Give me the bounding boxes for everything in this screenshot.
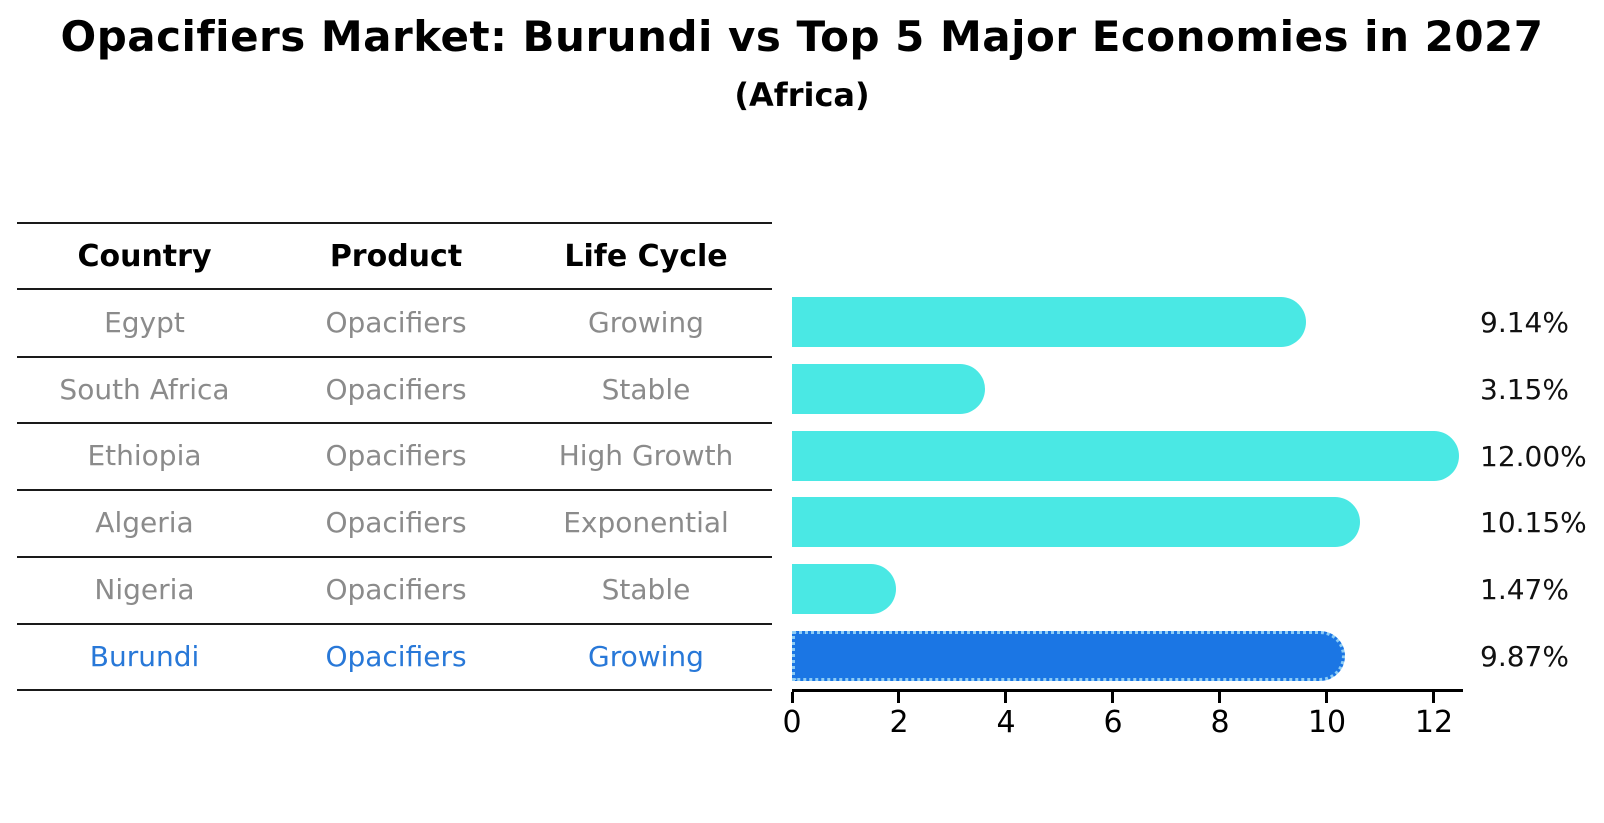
table-cell-product: Opacifiers xyxy=(325,439,467,473)
chart-subtitle: (Africa) xyxy=(734,76,870,114)
table-cell-product: Opacifiers xyxy=(325,306,467,339)
table-cell-product: Opacifiers xyxy=(325,506,467,540)
x-axis-tick-label: 12 xyxy=(1414,705,1454,740)
table-row-divider xyxy=(17,489,772,491)
table-row-divider xyxy=(17,689,772,691)
value-label: 9.14% xyxy=(1480,305,1569,339)
x-axis-tick xyxy=(1004,692,1007,703)
table-row-divider xyxy=(17,623,772,625)
x-axis-tick-label: 10 xyxy=(1307,705,1347,740)
x-axis-tick-label: 4 xyxy=(996,705,1016,740)
table-top-border xyxy=(17,222,772,224)
bar-ethiopia xyxy=(792,431,1459,481)
bar-highlight-burundi xyxy=(792,631,1345,681)
table-cell-product: Opacifiers xyxy=(325,639,467,673)
x-axis-tick xyxy=(791,692,794,703)
chart-title: Opacifiers Market: Burundi vs Top 5 Majo… xyxy=(60,12,1544,61)
table-header-life-cycle: Life Cycle xyxy=(564,238,728,274)
table-cell-product: Opacifiers xyxy=(325,572,467,606)
table-cell-country: Algeria xyxy=(95,506,194,540)
table-cell-life-cycle: Stable xyxy=(601,372,691,406)
x-axis-tick-label: 8 xyxy=(1210,705,1230,740)
x-axis-tick xyxy=(897,692,900,703)
value-label: 9.87% xyxy=(1480,639,1569,673)
bar-algeria xyxy=(792,497,1360,547)
x-axis-tick-label: 2 xyxy=(889,705,909,740)
value-label: 12.00% xyxy=(1480,439,1587,473)
x-axis-tick xyxy=(1218,692,1221,703)
x-axis-tick xyxy=(1432,692,1435,703)
bar-egypt xyxy=(792,297,1306,347)
x-axis-line xyxy=(792,689,1463,692)
table-cell-life-cycle: Growing xyxy=(588,639,704,673)
table-cell-country: Egypt xyxy=(104,306,185,339)
value-label: 10.15% xyxy=(1480,505,1587,539)
table-header-country: Country xyxy=(77,238,212,274)
table-cell-life-cycle: High Growth xyxy=(558,439,734,473)
table-cell-country: Nigeria xyxy=(94,572,195,606)
table-header-product: Product xyxy=(329,238,463,274)
table-cell-product: Opacifiers xyxy=(325,372,467,406)
bar-south-africa xyxy=(792,364,985,414)
x-axis-tick-label: 0 xyxy=(782,705,802,740)
table-row-divider xyxy=(17,556,772,558)
table-cell-life-cycle: Stable xyxy=(601,572,691,606)
table-cell-country: Ethiopia xyxy=(87,439,202,473)
table-cell-country: South Africa xyxy=(59,372,230,406)
table-row-divider xyxy=(17,356,772,358)
table-row-divider xyxy=(17,422,772,424)
x-axis-tick-label: 6 xyxy=(1103,705,1123,740)
table-cell-life-cycle: Exponential xyxy=(563,506,729,540)
x-axis-tick xyxy=(1325,692,1328,703)
x-axis-tick xyxy=(1111,692,1114,703)
table-cell-life-cycle: Growing xyxy=(588,306,704,339)
table-cell-country: Burundi xyxy=(89,639,200,673)
value-label: 1.47% xyxy=(1480,572,1569,606)
value-label: 3.15% xyxy=(1480,372,1569,406)
table-header-divider xyxy=(17,288,772,290)
bar-nigeria xyxy=(792,564,896,614)
